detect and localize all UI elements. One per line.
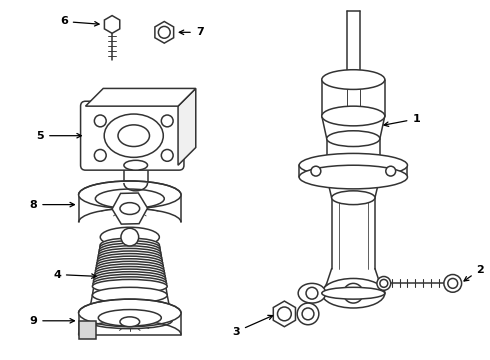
- Ellipse shape: [98, 310, 161, 326]
- Ellipse shape: [120, 203, 140, 215]
- Ellipse shape: [99, 243, 160, 257]
- Ellipse shape: [94, 274, 166, 288]
- Circle shape: [343, 283, 363, 303]
- Ellipse shape: [96, 189, 164, 208]
- Circle shape: [444, 275, 462, 292]
- Text: 9: 9: [29, 316, 74, 326]
- Text: 3: 3: [232, 315, 273, 337]
- Circle shape: [448, 278, 458, 288]
- Polygon shape: [85, 89, 196, 106]
- Ellipse shape: [96, 261, 164, 275]
- Ellipse shape: [96, 264, 164, 278]
- Ellipse shape: [99, 246, 161, 260]
- Circle shape: [297, 303, 319, 325]
- Circle shape: [161, 149, 173, 161]
- Circle shape: [161, 115, 173, 127]
- Text: 1: 1: [384, 114, 420, 126]
- Ellipse shape: [124, 160, 147, 170]
- Ellipse shape: [298, 283, 326, 303]
- Ellipse shape: [100, 241, 160, 255]
- Ellipse shape: [332, 191, 375, 204]
- Circle shape: [121, 228, 139, 246]
- Polygon shape: [178, 89, 196, 165]
- Ellipse shape: [93, 279, 167, 293]
- Ellipse shape: [118, 125, 149, 147]
- Text: 8: 8: [29, 199, 74, 210]
- Ellipse shape: [95, 269, 165, 283]
- Ellipse shape: [104, 114, 163, 157]
- Circle shape: [311, 166, 321, 176]
- Circle shape: [386, 166, 395, 176]
- Ellipse shape: [100, 227, 159, 247]
- Ellipse shape: [93, 277, 167, 291]
- Text: 4: 4: [53, 270, 96, 279]
- Ellipse shape: [322, 106, 385, 126]
- Circle shape: [95, 149, 106, 161]
- Circle shape: [306, 287, 318, 299]
- Ellipse shape: [98, 253, 162, 267]
- Ellipse shape: [94, 272, 166, 285]
- Ellipse shape: [88, 313, 172, 329]
- Text: 6: 6: [60, 17, 99, 27]
- Text: 5: 5: [37, 131, 81, 141]
- Ellipse shape: [322, 278, 385, 308]
- Ellipse shape: [78, 299, 181, 327]
- Circle shape: [277, 307, 291, 321]
- FancyBboxPatch shape: [80, 101, 184, 170]
- Ellipse shape: [98, 251, 162, 265]
- Ellipse shape: [322, 287, 385, 299]
- Text: 2: 2: [464, 265, 484, 281]
- Polygon shape: [78, 321, 97, 338]
- Ellipse shape: [97, 256, 163, 270]
- Circle shape: [158, 26, 170, 38]
- Text: 7: 7: [179, 27, 203, 37]
- Ellipse shape: [120, 317, 140, 327]
- Ellipse shape: [299, 153, 408, 177]
- Circle shape: [380, 279, 388, 287]
- Ellipse shape: [95, 266, 165, 280]
- Ellipse shape: [327, 131, 380, 147]
- Ellipse shape: [97, 259, 163, 273]
- Circle shape: [95, 115, 106, 127]
- Ellipse shape: [98, 248, 161, 262]
- Ellipse shape: [100, 238, 159, 252]
- Ellipse shape: [322, 70, 385, 89]
- Circle shape: [377, 276, 391, 290]
- Ellipse shape: [78, 181, 181, 208]
- Ellipse shape: [299, 165, 408, 189]
- Circle shape: [302, 308, 314, 320]
- Ellipse shape: [93, 287, 167, 303]
